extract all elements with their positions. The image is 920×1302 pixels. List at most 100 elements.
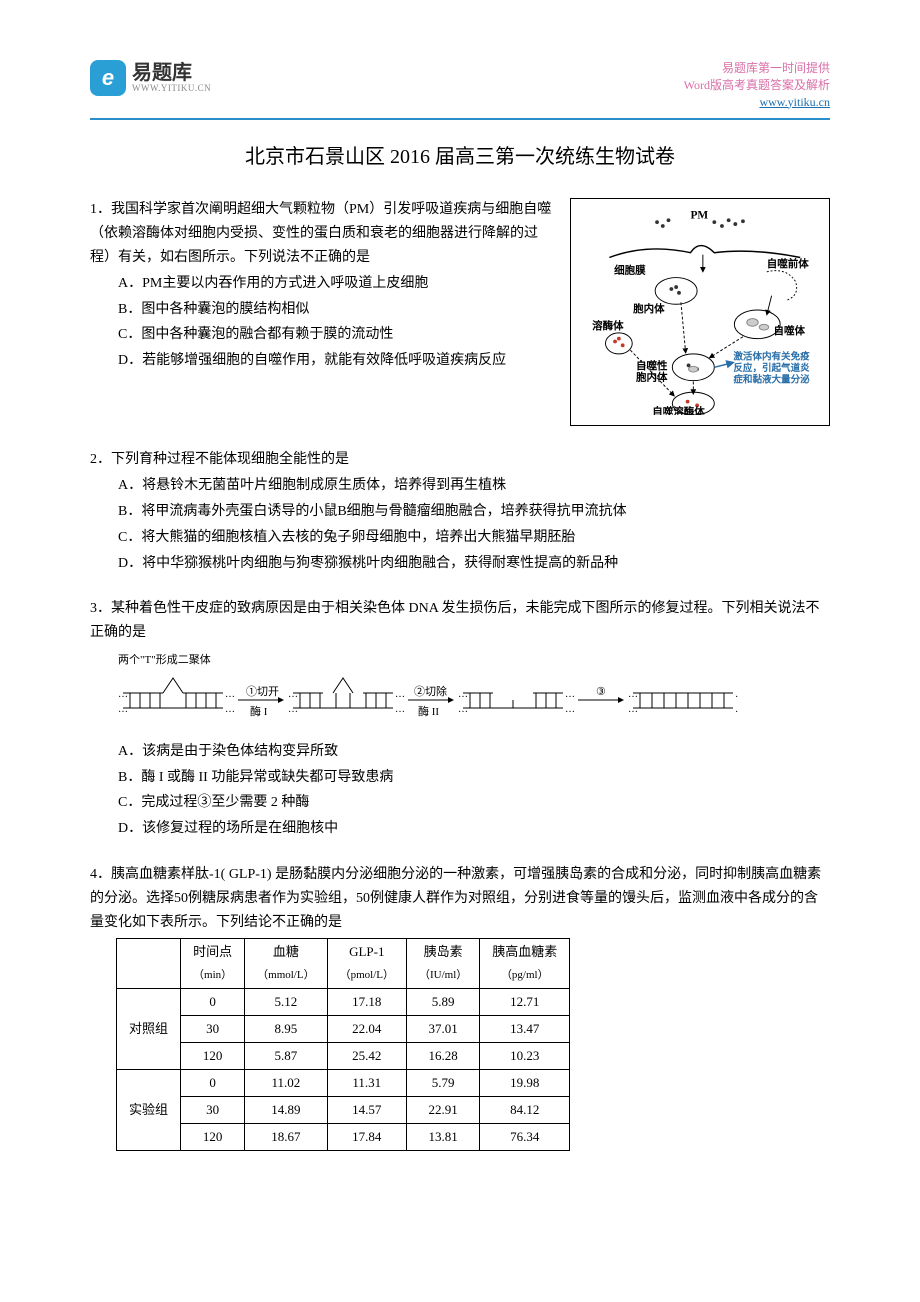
svg-text:…: …	[628, 704, 638, 715]
cell: 120	[181, 1124, 245, 1151]
th-group	[117, 939, 181, 988]
q3-option-b: B．酶 I 或酶 II 功能异常或缺失都可导致患病	[118, 766, 830, 790]
note-line1: 激活体内有关免疫	[733, 351, 810, 363]
svg-text:…: …	[628, 689, 638, 700]
autophagosome-label: 自噬体	[774, 324, 806, 337]
cell: 17.18	[327, 988, 406, 1015]
svg-text:…: …	[565, 689, 575, 700]
table-row: 对照组 0 5.12 17.18 5.89 12.71	[117, 988, 570, 1015]
lysosome-label: 溶酶体	[592, 319, 624, 332]
group-control: 对照组	[117, 988, 181, 1069]
pm-label: PM	[690, 210, 708, 222]
q3-options: A．该病是由于染色体结构变异所致 B．酶 I 或酶 II 功能异常或缺失都可导致…	[118, 740, 830, 841]
cell: 5.12	[245, 988, 327, 1015]
logo-url-text: WWW.YITIKU.CN	[132, 84, 211, 94]
q1-stem: 1．我国科学家首次阐明超细大气颗粒物（PM）引发呼吸道疾病与细胞自噬（依赖溶酶体…	[90, 198, 558, 269]
group-experiment: 实验组	[117, 1069, 181, 1150]
q2-option-b: B．将甲流病毒外壳蛋白诱导的小鼠B细胞与骨髓瘤细胞融合，培养获得抗甲流抗体	[118, 500, 830, 524]
cell: 14.57	[327, 1096, 406, 1123]
cell: 76.34	[480, 1124, 570, 1151]
q1-option-b: B．图中各种囊泡的膜结构相似	[118, 298, 558, 322]
page-header: e 易题库 WWW.YITIKU.CN 易题库第一时间提供 Word版高考真题答…	[90, 60, 830, 120]
th-insulin: 胰岛素（IU/ml）	[406, 939, 479, 988]
endosome-label: 胞内体	[632, 302, 665, 315]
note-line2: 反应，引起气道炎	[733, 362, 810, 374]
cell: 5.87	[245, 1042, 327, 1069]
autolysosome-label: 自噬溶酶体	[652, 405, 705, 415]
logo-cn-text: 易题库	[132, 62, 211, 84]
cell: 25.42	[327, 1042, 406, 1069]
note-line3: 症和黏液大量分泌	[733, 374, 810, 386]
cell: 18.67	[245, 1124, 327, 1151]
table-row: 30 8.95 22.04 37.01 13.47	[117, 1015, 570, 1042]
q3-caption: 两个"T"形成二聚体	[118, 653, 211, 666]
cell: 8.95	[245, 1015, 327, 1042]
cell: 13.47	[480, 1015, 570, 1042]
q1-a-text: A．PM主要以内吞作用的方式进入呼吸道上皮细胞	[118, 276, 428, 291]
logo-text: 易题库 WWW.YITIKU.CN	[132, 62, 211, 94]
header-link[interactable]: www.yitiku.cn	[759, 95, 830, 109]
q1-diagram: PM 细胞膜 胞内体 自噬前体	[570, 198, 830, 426]
cell: 0	[181, 1069, 245, 1096]
cell: 17.84	[327, 1124, 406, 1151]
q3-step1: ①切开	[246, 685, 279, 698]
svg-text:…: …	[395, 689, 405, 700]
autophagic-endosome-label2: 胞内体	[635, 371, 668, 384]
cell: 10.23	[480, 1042, 570, 1069]
table-row: 30 14.89 14.57 22.91 84.12	[117, 1096, 570, 1123]
q1-option-d: D．若能够增强细胞的自噬作用，就能有效降低呼吸道疾病反应	[118, 349, 558, 373]
q1-option-c: C．图中各种囊泡的融合都有赖于膜的流动性	[118, 323, 558, 347]
q2-stem: 2．下列育种过程不能体现细胞全能性的是	[90, 448, 830, 472]
membrane-label: 细胞膜	[614, 264, 646, 277]
q3-step3: ③	[596, 686, 606, 698]
q1-option-a: A．PM主要以内吞作用的方式进入呼吸道上皮细胞	[118, 272, 558, 296]
th-time: 时间点（min）	[181, 939, 245, 988]
cell: 30	[181, 1015, 245, 1042]
q2-option-d: D．将中华猕猴桃叶肉细胞与狗枣猕猴桃叶肉细胞融合，获得耐寒性提高的新品种	[118, 552, 830, 576]
q3-enzyme2: 酶 II	[418, 705, 439, 718]
cell: 37.01	[406, 1015, 479, 1042]
q2-option-a: A．将悬铃木无菌苗叶片细胞制成原生质体，培养得到再生植株	[118, 474, 830, 498]
q3-option-c: C．完成过程③至少需要 2 种酶	[118, 791, 830, 815]
svg-text:…: …	[225, 704, 235, 715]
q3-step2: ②切除	[414, 684, 447, 698]
q4-stem: 4．胰高血糖素样肽-1( GLP-1) 是肠黏膜内分泌细胞分泌的一种激素，可增强…	[90, 863, 830, 934]
svg-text:…: …	[458, 704, 468, 715]
autophagic-endosome-label1: 自噬性	[636, 360, 668, 373]
header-tagline-1: 易题库第一时间提供	[684, 60, 830, 77]
header-tagline-2: Word版高考真题答案及解析	[684, 77, 830, 94]
cell: 120	[181, 1042, 245, 1069]
svg-text:…: …	[288, 704, 298, 715]
svg-text:…: …	[225, 689, 235, 700]
q3-option-d: D．该修复过程的场所是在细胞核中	[118, 817, 830, 841]
svg-text:…: …	[118, 704, 128, 715]
question-1: 1．我国科学家首次阐明超细大气颗粒物（PM）引发呼吸道疾病与细胞自噬（依赖溶酶体…	[90, 198, 830, 426]
logo: e 易题库 WWW.YITIKU.CN	[90, 60, 211, 96]
th-glp1: GLP-1（pmol/L）	[327, 939, 406, 988]
q3-option-a: A．该病是由于染色体结构变异所致	[118, 740, 830, 764]
cell: 13.81	[406, 1124, 479, 1151]
document-title: 北京市石景山区 2016 届高三第一次统练生物试卷	[90, 140, 830, 174]
q3-diagram: 两个"T"形成二聚体 …… …… ①切开 酶 I ……	[118, 653, 830, 732]
table-row: 120 5.87 25.42 16.28 10.23	[117, 1042, 570, 1069]
table-header-row: 时间点（min） 血糖（mmol/L） GLP-1（pmol/L） 胰岛素（IU…	[117, 939, 570, 988]
cell: 84.12	[480, 1096, 570, 1123]
cell: 11.31	[327, 1069, 406, 1096]
cell: 19.98	[480, 1069, 570, 1096]
svg-text:…: …	[565, 704, 575, 715]
cell: 0	[181, 988, 245, 1015]
q3-stem: 3．某种着色性干皮症的致病原因是由于相关染色体 DNA 发生损伤后，未能完成下图…	[90, 597, 830, 645]
svg-text:…: …	[458, 689, 468, 700]
q1-options: A．PM主要以内吞作用的方式进入呼吸道上皮细胞 B．图中各种囊泡的膜结构相似 C…	[118, 272, 558, 373]
svg-text:…: …	[288, 689, 298, 700]
cell: 14.89	[245, 1096, 327, 1123]
svg-text:…: …	[395, 704, 405, 715]
table-row: 实验组 0 11.02 11.31 5.79 19.98	[117, 1069, 570, 1096]
logo-icon: e	[90, 60, 126, 96]
th-glucose: 血糖（mmol/L）	[245, 939, 327, 988]
cell: 22.91	[406, 1096, 479, 1123]
cell: 12.71	[480, 988, 570, 1015]
table-row: 120 18.67 17.84 13.81 76.34	[117, 1124, 570, 1151]
q2-option-c: C．将大熊猫的细胞核植入去核的兔子卵母细胞中，培养出大熊猫早期胚胎	[118, 526, 830, 550]
cell: 22.04	[327, 1015, 406, 1042]
